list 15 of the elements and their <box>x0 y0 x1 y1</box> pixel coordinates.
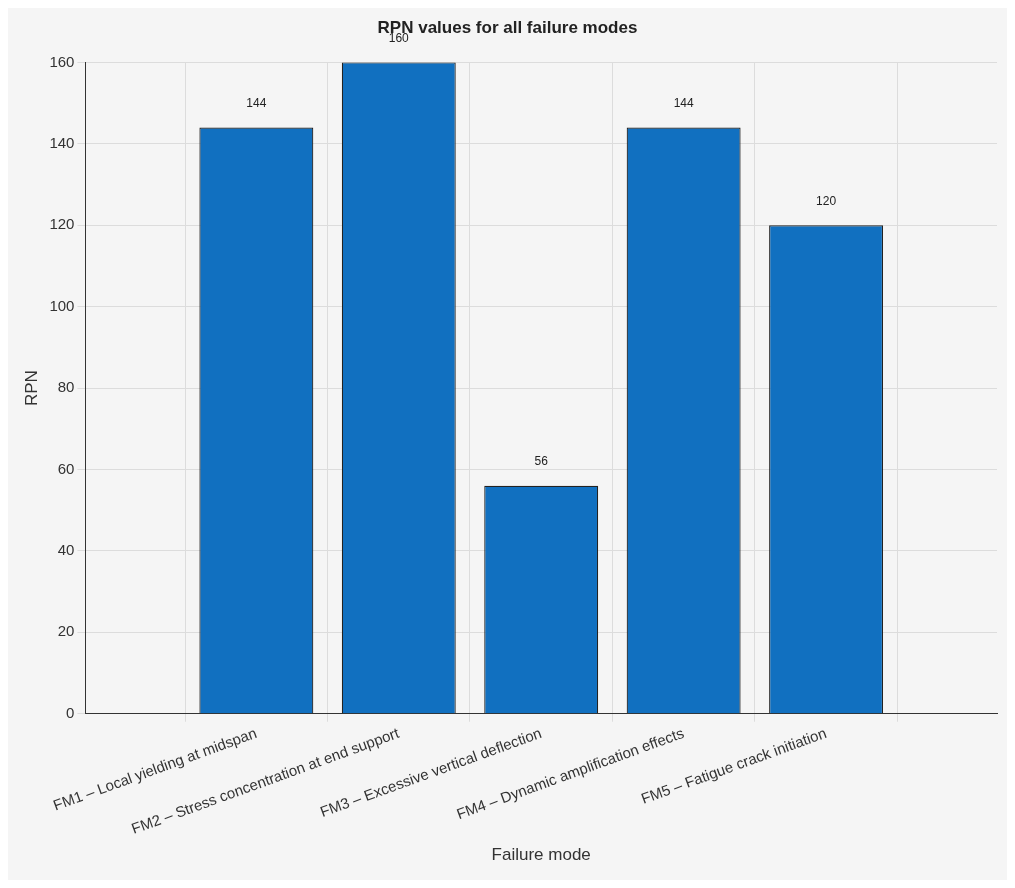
y-tick-label: 0 <box>66 703 75 721</box>
y-tick-label: 40 <box>57 541 75 559</box>
y-tick-label: 80 <box>57 378 75 396</box>
data-label: 120 <box>816 193 837 208</box>
y-tick-label: 160 <box>49 52 75 70</box>
y-axis-title: RPN <box>21 370 41 407</box>
data-label: 56 <box>534 454 549 469</box>
data-label: 144 <box>246 95 267 110</box>
y-tick-label: 100 <box>49 296 75 314</box>
y-tick-label: 60 <box>57 459 75 477</box>
y-tick-label: 140 <box>49 133 75 151</box>
y-tick-label: 20 <box>57 622 75 640</box>
data-label: 144 <box>673 95 694 110</box>
x-axis-title: Failure mode <box>491 845 591 865</box>
y-tick-label: 120 <box>49 215 75 233</box>
